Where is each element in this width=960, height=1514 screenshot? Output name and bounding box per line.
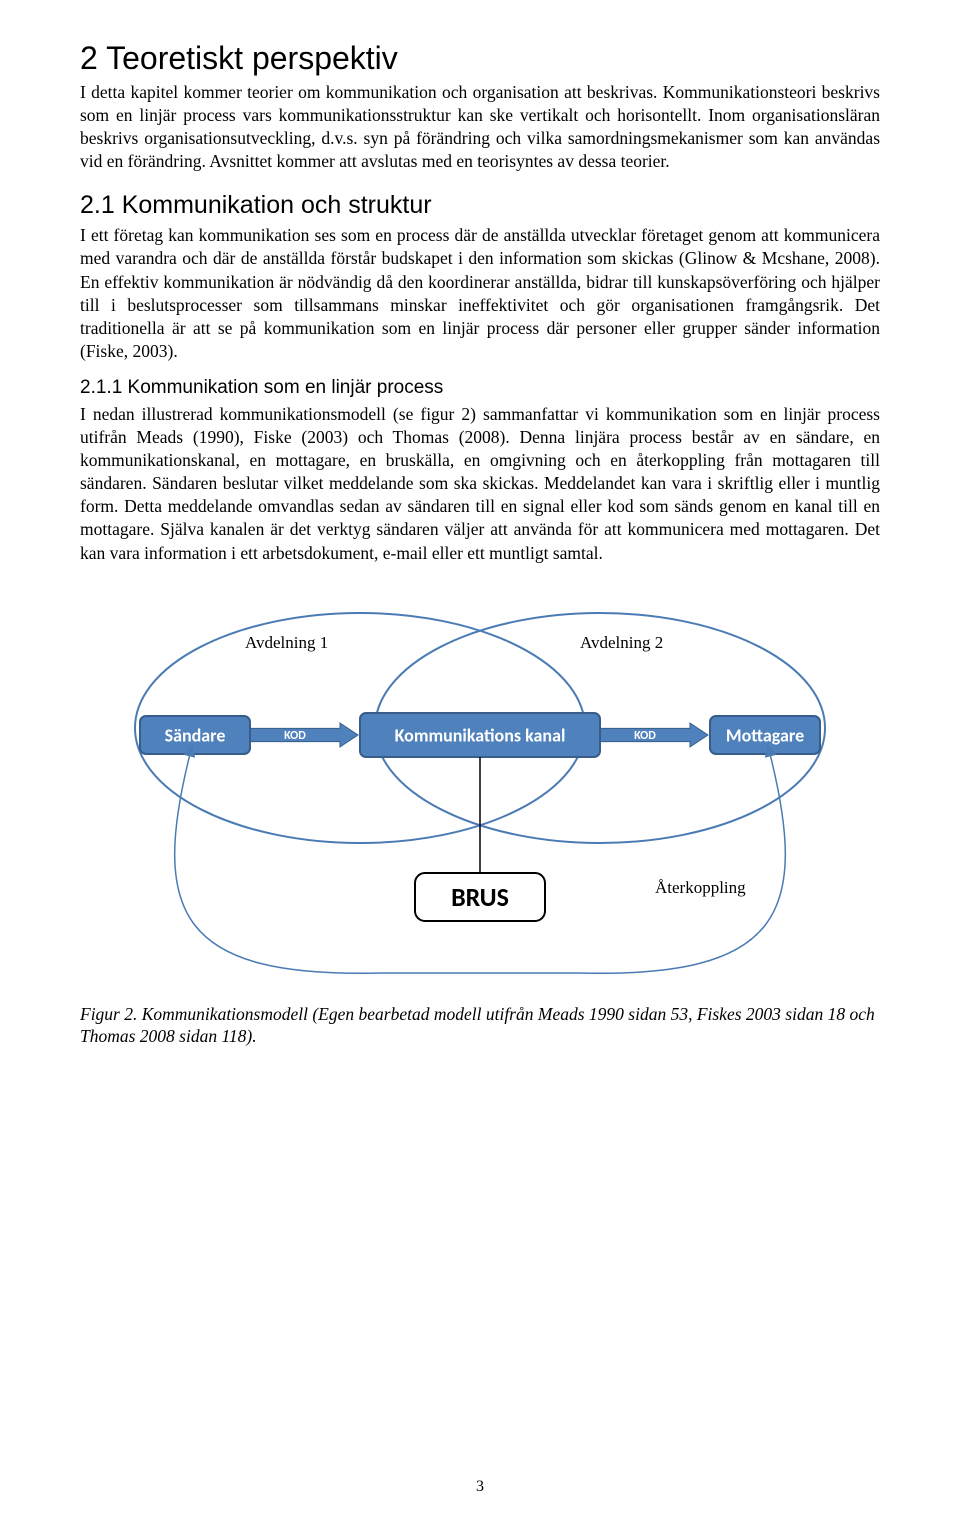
intro-paragraph: I detta kapitel kommer teorier om kommun… [80,81,880,173]
heading-3: 2.1.1 Kommunikation som en linjär proces… [80,377,880,399]
svg-text:Avdelning 2: Avdelning 2 [580,633,663,652]
svg-text:KOD: KOD [284,729,306,743]
svg-text:BRUS: BRUS [451,881,509,913]
communication-model-svg: Avdelning 1 Avdelning 2 KOD KOD Sändare Kommu… [80,593,880,993]
page-number: 3 [0,1478,960,1496]
svg-text:Avdelning 1: Avdelning 1 [245,633,328,652]
svg-text:Kommunikations kanal: Kommunikations kanal [395,724,566,746]
figure-2-diagram: Avdelning 1 Avdelning 2 KOD KOD Sändare Kommu… [80,593,880,993]
svg-text:Återkoppling: Återkoppling [655,878,746,897]
section-2-1-paragraph: I ett företag kan kommunikation ses som … [80,224,880,363]
svg-text:Sändare: Sändare [165,724,226,746]
section-2-1-1-paragraph: I nedan illustrerad kommunikationsmodell… [80,403,880,565]
heading-2: 2.1 Kommunikation och struktur [80,191,880,220]
figure-2-caption: Figur 2. Kommunikationsmodell (Egen bear… [80,1003,880,1049]
svg-text:KOD: KOD [634,729,656,743]
heading-1: 2 Teoretiskt perspektiv [80,40,880,77]
svg-text:Mottagare: Mottagare [726,724,804,746]
